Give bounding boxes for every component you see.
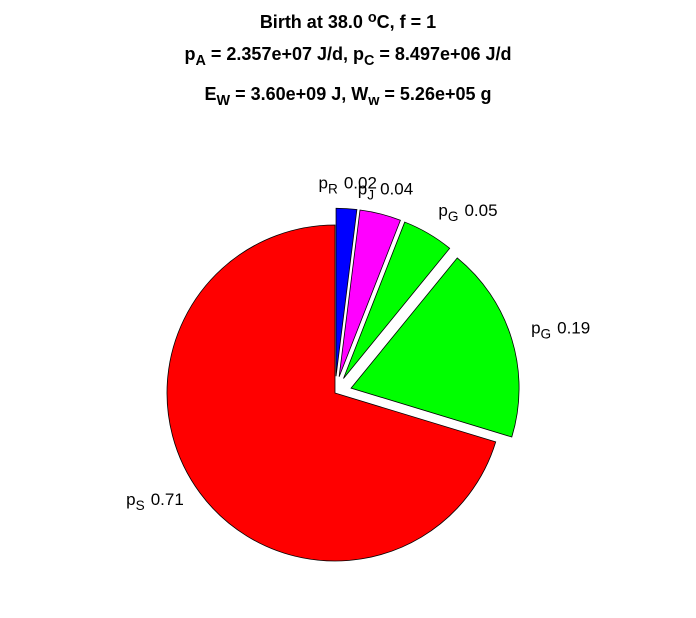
slice-value: 0.71 — [151, 490, 184, 509]
text-part: p — [531, 318, 540, 337]
text-part: Birth at 38.0 — [260, 12, 368, 32]
pie-slice — [166, 224, 497, 562]
script-text: C — [364, 53, 374, 69]
slice-value: 0.04 — [380, 179, 413, 198]
pie-slice — [335, 207, 358, 377]
slice-label: pS 0.71 — [126, 490, 184, 513]
script-text: o — [368, 10, 377, 26]
text-part: p — [319, 173, 328, 192]
script-text: S — [136, 498, 145, 513]
pie-slice — [350, 257, 520, 438]
script-text: R — [328, 181, 338, 196]
slice-value: 0.05 — [464, 201, 497, 220]
title-line: Birth at 38.0 oC, f = 1 — [260, 10, 436, 32]
text-part: p — [184, 44, 195, 64]
script-text: J — [367, 187, 374, 202]
slice-label: pG 0.05 — [438, 201, 497, 224]
text-part: E — [205, 84, 217, 104]
script-text: G — [541, 326, 552, 341]
text-part: = 5.26e+05 g — [379, 84, 491, 104]
text-part: C, f = 1 — [377, 12, 437, 32]
title-line: EW = 3.60e+09 J, Ww = 5.26e+05 g — [205, 84, 492, 109]
text-part: = 3.60e+09 J, W — [230, 84, 368, 104]
slice-label: pG 0.19 — [531, 318, 590, 341]
text-part: = 8.497e+06 J/d — [374, 44, 511, 64]
slice-label: pR 0.02 — [319, 173, 377, 196]
slice-value: 0.19 — [557, 318, 590, 337]
script-text: A — [195, 53, 206, 69]
slice-label: pJ 0.04 — [358, 179, 413, 202]
text-part: p — [438, 201, 447, 220]
text-part: = 2.357e+07 J/d, p — [206, 44, 364, 64]
pie-slice — [338, 209, 401, 377]
pie-slice — [343, 221, 451, 379]
script-text: G — [448, 209, 459, 224]
script-text: W — [217, 93, 231, 109]
script-text: w — [367, 93, 380, 109]
text-part: p — [126, 490, 135, 509]
text-part: p — [358, 179, 367, 198]
title-line: pA = 2.357e+07 J/d, pC = 8.497e+06 J/d — [184, 44, 511, 69]
slice-value: 0.02 — [344, 173, 377, 192]
